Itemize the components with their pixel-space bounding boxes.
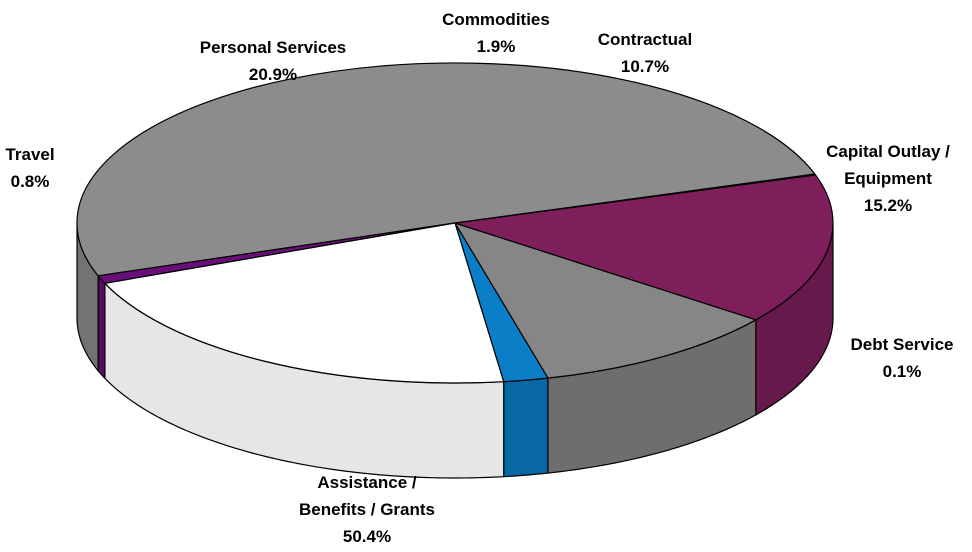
slice-contractual [454, 222, 757, 379]
slice-label-capital-outlay-equipment: Capital Outlay / [826, 142, 950, 161]
slice-capital-outlay-equipment [454, 174, 834, 321]
pie-side-walls [76, 223, 834, 479]
slice-label-contractual: Contractual [598, 30, 692, 49]
slice-pct-personal-services: 20.9% [249, 65, 297, 84]
pie-top-faces [76, 62, 834, 384]
slice-label-personal-services: Personal Services [200, 38, 346, 57]
slice-pct-commodities: 1.9% [477, 37, 516, 56]
slice-pct-contractual: 10.7% [621, 57, 669, 76]
slice-side-commodities [503, 377, 549, 478]
slice-label-capital-outlay-equipment-1: Equipment [844, 169, 932, 188]
slice-pct-travel: 0.8% [11, 172, 50, 191]
slice-pct-capital-outlay-equipment: 15.2% [864, 196, 912, 215]
slice-assistance-benefits-grants [76, 62, 816, 277]
slice-personal-services [104, 222, 505, 384]
slice-label-assistance-benefits-grants: Assistance / [317, 473, 416, 492]
slice-label-assistance-benefits-grants-1: Benefits / Grants [299, 500, 435, 519]
pie-labels: Commodities 1.9% Contractual 10.7% Capital O… [5, 10, 953, 546]
slice-label-travel: Travel [5, 145, 54, 164]
slice-pct-assistance-benefits-grants: 50.4% [343, 527, 391, 546]
slice-label-debt-service: Debt Service [851, 335, 954, 354]
slice-side-travel [97, 275, 106, 379]
slice-pct-debt-service: 0.1% [883, 362, 922, 381]
slice-label-commodities: Commodities [442, 10, 550, 29]
